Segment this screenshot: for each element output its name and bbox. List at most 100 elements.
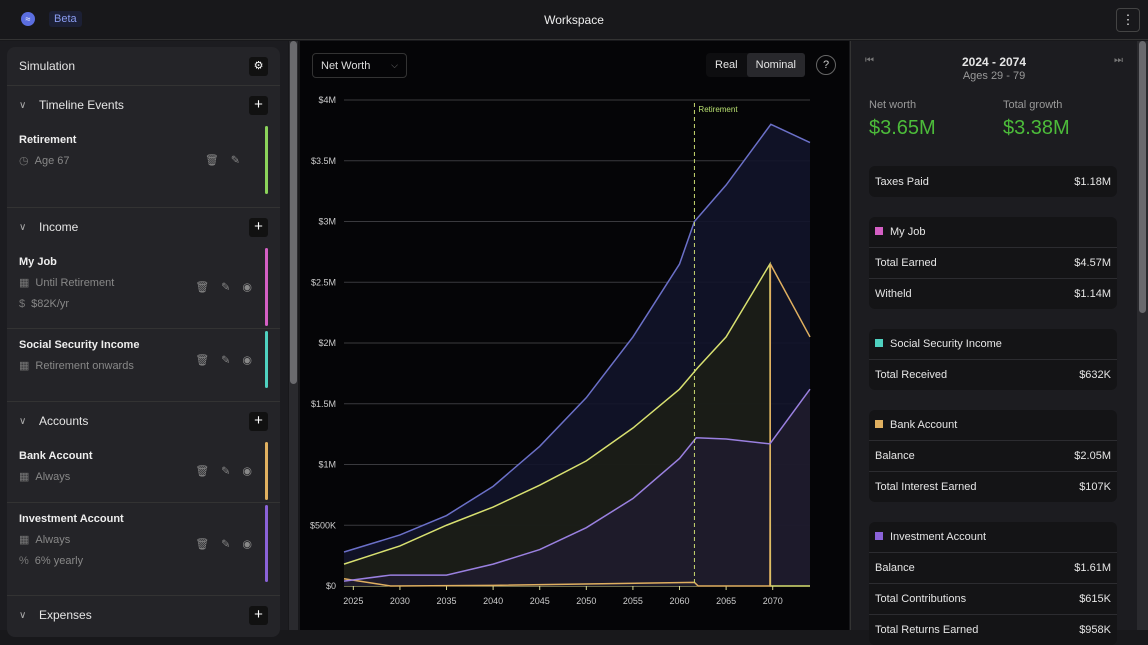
row-label: Witheld xyxy=(875,288,912,300)
row-label: Taxes Paid xyxy=(875,175,929,188)
more-menu-button[interactable]: ⋮ xyxy=(1116,8,1140,32)
total-growth-label: Total growth xyxy=(1003,99,1063,111)
item-detail-text: Age 67 xyxy=(34,155,70,167)
color-bar xyxy=(265,248,268,326)
summary-scrollbar[interactable] xyxy=(1137,41,1148,630)
sidebar-scrollbar[interactable] xyxy=(289,41,298,630)
card-title-text: Investment Account xyxy=(890,531,986,543)
item-detail-text: $82K/yr xyxy=(31,298,70,310)
x-tick-label: 2035 xyxy=(437,596,457,606)
edit-icon[interactable]: ✎ xyxy=(230,154,240,167)
item-detail-text: Retirement onwards xyxy=(35,360,134,372)
logo-icon[interactable]: ≈ xyxy=(21,12,35,26)
x-tick-label: 2040 xyxy=(483,596,503,606)
section-title: Timeline Events xyxy=(39,98,124,112)
eye-icon[interactable]: ◉ xyxy=(242,281,252,294)
net-worth-value: $3.65M xyxy=(869,117,936,139)
add-button[interactable]: + xyxy=(249,95,268,115)
real-option[interactable]: Real xyxy=(715,59,738,71)
edit-icon[interactable]: ✎ xyxy=(221,281,231,294)
net-worth-chart[interactable]: $0 $500K $1M $1.5M $2M $2.5M $3M $3.5M $4M 2025 20… xyxy=(300,41,849,630)
row-value: $615K xyxy=(1079,593,1111,605)
trash-icon[interactable]: 🗑︎ xyxy=(195,281,210,294)
trash-icon[interactable]: 🗑︎ xyxy=(195,465,210,478)
card-title-text: Bank Account xyxy=(890,419,958,431)
summary-card: Social Security Income Total Received $632… xyxy=(869,329,1117,390)
page-title: Workspace xyxy=(544,13,604,27)
metric-select-value: Net Worth xyxy=(321,60,371,72)
row-value: $1.18M xyxy=(1074,175,1111,188)
eye-icon[interactable]: ◉ xyxy=(242,354,252,366)
row-value: $2.05M xyxy=(1074,450,1111,462)
item-detail: ▦ Retirement onwards xyxy=(19,359,268,372)
row-label: Total Interest Earned xyxy=(875,481,977,493)
chevron-down-icon[interactable]: ∨ xyxy=(19,415,27,427)
edit-icon[interactable]: ✎ xyxy=(221,354,231,366)
trash-icon[interactable]: 🗑︎ xyxy=(204,154,219,167)
add-button[interactable]: + xyxy=(249,411,268,431)
help-button[interactable]: ? xyxy=(816,55,836,75)
period-ages: Ages 29 - 79 xyxy=(962,70,1026,82)
summary-row: Taxes Paid $1.18M xyxy=(869,166,1117,197)
edit-icon[interactable]: ✎ xyxy=(221,538,231,550)
card-title: My Job xyxy=(869,217,1117,247)
item-detail: ▦ Until Retirement xyxy=(19,276,268,289)
row-label: Balance xyxy=(875,450,915,462)
trash-icon[interactable]: 🗑︎ xyxy=(195,538,210,550)
y-tick-label: $3.5M xyxy=(311,156,336,166)
real-nominal-toggle: Real Nominal xyxy=(706,53,805,77)
section-title: Income xyxy=(39,220,79,234)
chevron-down-icon[interactable]: ∨ xyxy=(19,221,27,233)
item-detail: $ $82K/yr xyxy=(19,298,268,310)
trash-icon[interactable]: 🗑︎ xyxy=(195,354,210,366)
chevron-down-icon[interactable]: ∨ xyxy=(19,99,27,111)
calendar-icon: ▦ xyxy=(19,277,30,289)
list-item[interactable]: Investment Account ▦ Always% 6% yearly 🗑︎ ✎ ◉ xyxy=(7,502,280,584)
item-name: Social Security Income xyxy=(19,339,140,351)
chevron-down-icon[interactable]: ∨ xyxy=(19,609,27,621)
x-tick-label: 2065 xyxy=(716,596,736,606)
list-item[interactable]: My Job ▦ Until Retirement $ $82K/yr 🗑︎ ✎ ◉ xyxy=(7,246,280,328)
summary-row: Balance $2.05M xyxy=(869,440,1117,471)
add-button[interactable]: + xyxy=(249,605,268,625)
item-detail-text: 6% yearly xyxy=(34,555,84,567)
edit-icon[interactable]: ✎ xyxy=(221,465,231,478)
color-bar xyxy=(265,505,268,582)
section-header[interactable]: ∨ Accounts + xyxy=(7,402,280,440)
list-item[interactable]: Retirement ◷ Age 67 🗑︎ ✎ xyxy=(7,124,280,196)
section-header[interactable]: ∨ Timeline Events + xyxy=(7,86,280,124)
item-detail-text: Always xyxy=(35,534,71,546)
gear-icon[interactable]: ⚙ xyxy=(249,56,268,76)
legend-swatch xyxy=(875,339,883,347)
series-line xyxy=(343,263,811,587)
section-income: ∨ Income + My Job ▦ Until Retirement $ $82K/yr 🗑… xyxy=(7,207,280,390)
summary-row: Balance $1.61M xyxy=(869,552,1117,583)
row-label: Total Contributions xyxy=(875,593,967,605)
list-item[interactable]: Bank Account ▦ Always 🗑︎ ✎ ◉ xyxy=(7,440,280,502)
summary-row: Witheld $1.14M xyxy=(869,278,1117,309)
dollar-icon: $ xyxy=(19,298,26,310)
section-header[interactable]: ∨ Expenses + xyxy=(7,596,280,634)
row-value: $1.14M xyxy=(1074,288,1111,300)
metric-select[interactable]: Net Worth ⌵ xyxy=(312,53,407,78)
period-range: 2024 - 2074 xyxy=(961,55,1027,69)
section-title: Accounts xyxy=(39,414,89,428)
total-growth-stat: Total growth $3.38M xyxy=(1003,99,1070,140)
section-header[interactable]: ∨ Income + xyxy=(7,208,280,246)
eye-icon[interactable]: ◉ xyxy=(242,465,252,478)
card-title-text: Social Security Income xyxy=(890,338,1002,350)
nominal-option[interactable]: Nominal xyxy=(746,53,805,77)
skip-back-icon[interactable]: ⏮ xyxy=(865,55,874,66)
row-label: Balance xyxy=(875,562,915,574)
add-button[interactable]: + xyxy=(249,217,268,237)
item-detail: ▦ Always xyxy=(19,470,268,483)
section-expenses: ∨ Expenses + xyxy=(7,595,280,634)
row-value: $1.61M xyxy=(1074,562,1111,574)
sidebar: Simulation ⚙ ∨ Timeline Events + Retirement… xyxy=(0,41,288,637)
summary-card: Taxes Paid $1.18M xyxy=(869,166,1117,197)
list-item[interactable]: Social Security Income ▦ Retirement onward… xyxy=(7,328,280,390)
eye-icon[interactable]: ◉ xyxy=(242,538,252,550)
skip-forward-icon[interactable]: ⏭ xyxy=(1114,55,1123,66)
row-label: Total Returns Earned xyxy=(875,624,979,636)
legend-swatch xyxy=(875,227,883,235)
